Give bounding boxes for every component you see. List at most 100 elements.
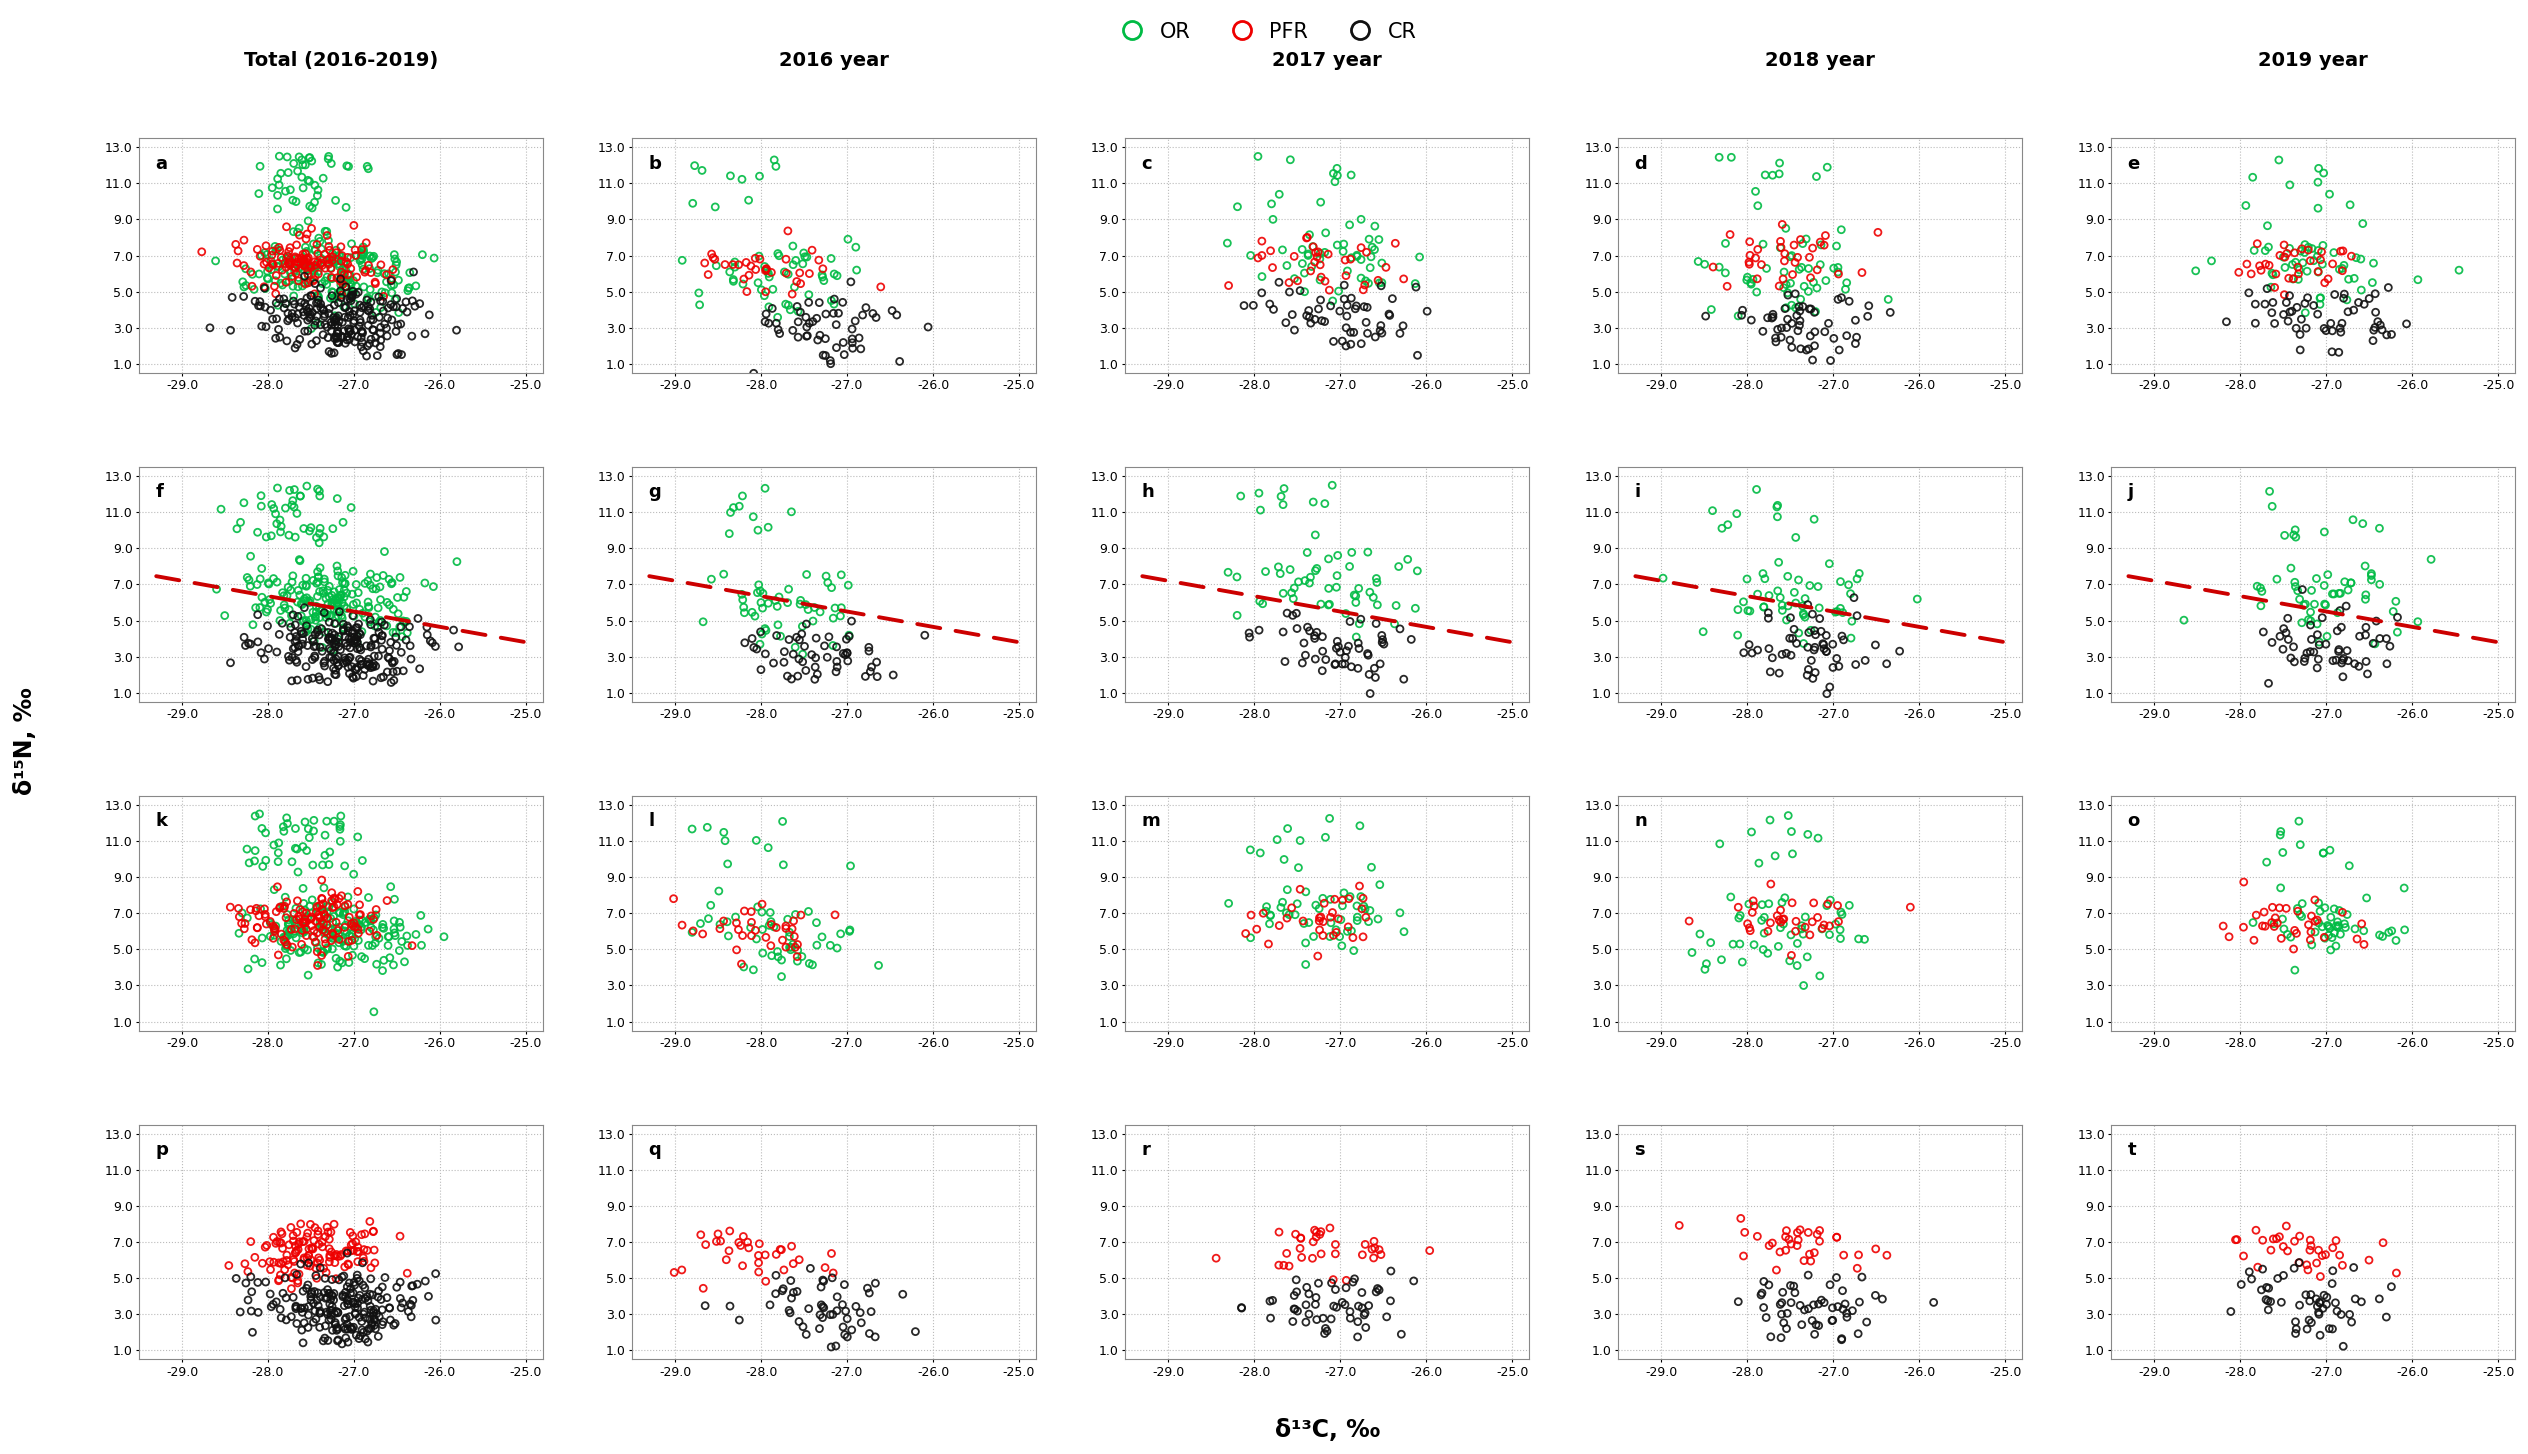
Point	[1340, 885, 1380, 909]
Point	[1325, 265, 1365, 288]
Point	[334, 935, 374, 958]
Point	[2252, 263, 2293, 286]
Point	[1747, 601, 1787, 624]
Point	[245, 234, 286, 257]
Point	[1704, 262, 1744, 285]
Point	[1759, 551, 1800, 574]
Point	[283, 910, 324, 933]
Point	[837, 259, 877, 282]
Point	[349, 297, 389, 320]
Point	[811, 1335, 852, 1358]
Point	[369, 647, 410, 670]
Point	[703, 563, 743, 586]
Point	[1770, 329, 1810, 352]
Point	[311, 923, 351, 947]
Text: h: h	[1140, 483, 1155, 502]
Point	[1818, 260, 1858, 284]
Text: 2019 year: 2019 year	[2258, 51, 2369, 70]
Point	[2331, 1310, 2371, 1333]
Point	[2316, 284, 2356, 307]
Point	[329, 263, 369, 286]
Point	[905, 624, 945, 647]
Point	[339, 249, 379, 272]
Point	[336, 624, 377, 647]
Point	[1363, 252, 1403, 275]
Point	[301, 230, 341, 253]
Point	[344, 947, 384, 970]
Point	[779, 326, 819, 349]
Point	[260, 246, 301, 269]
Point	[331, 1233, 372, 1256]
Point	[301, 910, 341, 933]
Point	[248, 268, 288, 291]
Point	[1782, 603, 1823, 627]
Point	[324, 1255, 364, 1278]
Point	[1330, 885, 1370, 909]
Point	[293, 601, 334, 624]
Point	[1719, 906, 1759, 929]
Point	[334, 1281, 374, 1304]
Point	[1277, 616, 1317, 640]
Point	[276, 1296, 316, 1319]
Point	[303, 650, 344, 673]
Point	[326, 259, 367, 282]
Point	[1775, 580, 1815, 603]
Point	[832, 317, 872, 340]
Point	[1749, 1325, 1790, 1348]
Point	[2265, 256, 2306, 279]
Point	[2336, 1287, 2376, 1310]
Point	[379, 1224, 420, 1248]
Point	[238, 262, 278, 285]
Point	[324, 510, 364, 534]
Point	[1289, 305, 1330, 329]
Point	[372, 670, 412, 694]
Point	[341, 916, 382, 939]
Point	[283, 153, 324, 176]
Point	[276, 1312, 316, 1335]
Point	[766, 917, 806, 941]
Point	[2285, 650, 2326, 673]
Point	[349, 295, 389, 318]
Point	[288, 259, 329, 282]
Text: f: f	[154, 483, 164, 502]
Point	[1327, 259, 1368, 282]
Point	[2285, 301, 2326, 324]
Point	[260, 272, 301, 295]
Point	[2343, 512, 2384, 535]
Point	[789, 900, 829, 923]
Point	[2285, 593, 2326, 616]
Point	[2303, 161, 2343, 185]
Point	[1287, 304, 1327, 327]
Point	[733, 505, 774, 528]
Point	[334, 862, 374, 885]
Point	[1347, 240, 1388, 263]
Point	[1317, 920, 1358, 944]
Point	[324, 260, 364, 284]
Point	[291, 150, 331, 173]
Point	[273, 289, 313, 313]
Point	[2313, 252, 2354, 275]
Point	[1310, 577, 1350, 601]
Point	[1325, 233, 1365, 256]
Point	[298, 480, 339, 503]
Point	[356, 577, 397, 601]
Point	[326, 913, 367, 936]
Point	[233, 278, 273, 301]
Point	[1320, 279, 1360, 302]
Point	[1762, 907, 1802, 931]
Point	[222, 270, 263, 294]
Point	[2321, 311, 2361, 334]
Point	[1762, 317, 1802, 340]
Point	[1229, 621, 1269, 644]
Point	[1767, 564, 1808, 587]
Point	[238, 904, 278, 928]
Point	[1322, 240, 1363, 263]
Point	[839, 337, 880, 361]
Point	[1269, 281, 1310, 304]
Point	[1749, 637, 1790, 660]
Point	[250, 257, 291, 281]
Point	[2237, 233, 2278, 256]
Point	[278, 253, 319, 276]
Point	[349, 653, 389, 676]
Point	[776, 625, 817, 648]
